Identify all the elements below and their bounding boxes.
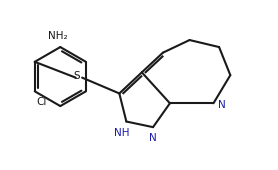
Text: NH₂: NH₂	[48, 31, 67, 41]
Text: Cl: Cl	[36, 97, 46, 107]
Text: N: N	[218, 100, 225, 110]
Text: N: N	[149, 133, 157, 143]
Text: NH: NH	[114, 128, 130, 138]
Text: S: S	[74, 71, 80, 81]
